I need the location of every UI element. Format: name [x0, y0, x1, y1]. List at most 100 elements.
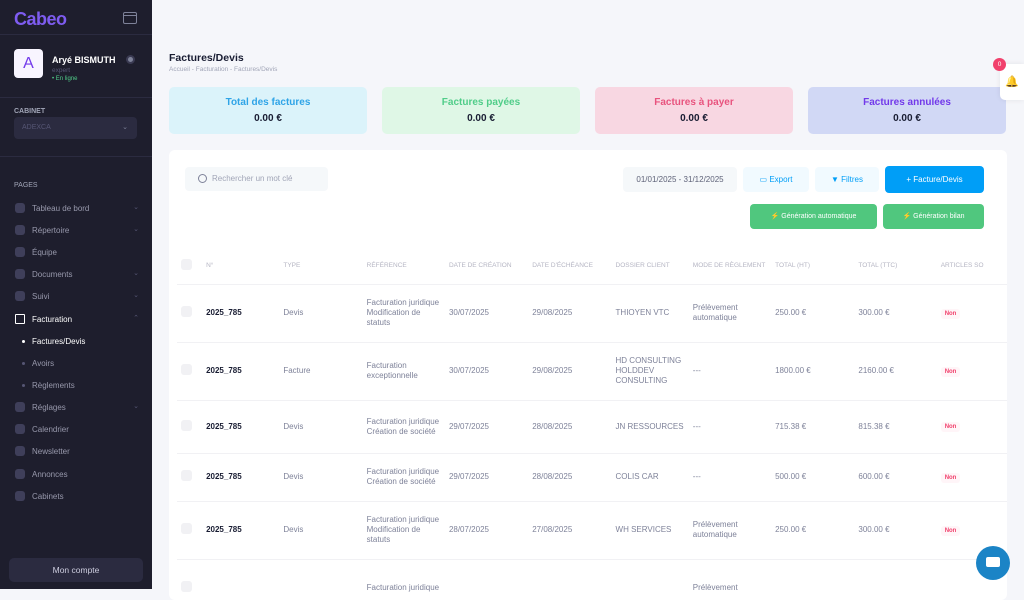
checkbox[interactable]	[181, 419, 192, 431]
checkbox[interactable]	[181, 259, 192, 271]
table-cell: Facturation juridique Modification de st…	[362, 501, 445, 560]
status-badge: Non	[940, 472, 961, 483]
table-cell: WH SERVICES	[611, 501, 689, 560]
checkbox[interactable]	[181, 364, 192, 375]
menu-icon	[15, 247, 25, 257]
logo[interactable]: Cabeo	[14, 9, 67, 29]
checkbox[interactable]	[181, 523, 192, 534]
table-cell[interactable]: 2025_785	[202, 453, 280, 502]
column-header[interactable]: TYPE	[279, 248, 363, 285]
sidebar-item-facturation[interactable]: Facturation ⌃	[0, 311, 152, 327]
checkbox[interactable]	[181, 306, 192, 317]
column-header[interactable]: ARTICLES SO	[936, 248, 1007, 285]
filters-label: Filtres	[841, 175, 863, 184]
sidebar-item-règlements[interactable]: Règlements	[0, 377, 152, 393]
menu-icon	[15, 469, 25, 479]
avatar: A	[14, 49, 43, 78]
sidebar-item-suivi[interactable]: Suivi ⌄	[0, 288, 152, 304]
bullet-icon	[22, 362, 25, 365]
filter-icon: ▼	[831, 175, 842, 184]
my-account-button[interactable]: Mon compte	[9, 558, 143, 582]
status-badge: Non	[940, 308, 961, 319]
card-value: 0.00 €	[254, 113, 282, 124]
toggle-sidebar-icon[interactable]	[123, 12, 137, 24]
sidebar-item-label: Cabinets	[32, 492, 64, 501]
table-row[interactable]: Facturation juridique Prélèvement	[177, 559, 1007, 600]
auto-generation-button[interactable]: ⚡ Génération automatique	[750, 204, 877, 229]
cabinet-select[interactable]: ADEXCA ⌄	[14, 117, 137, 139]
column-header[interactable]: TOTAL (HT)	[771, 248, 855, 285]
bullet-icon	[22, 384, 25, 387]
table-cell: 1800.00 €	[771, 342, 855, 401]
sidebar-item-documents[interactable]: Documents ⌄	[0, 266, 152, 282]
column-header[interactable]: DATE D'ÉCHÉANCE	[528, 248, 612, 285]
articles-cell: Non	[936, 284, 1007, 343]
sidebar-item-label: Suivi	[32, 292, 50, 301]
new-invoice-button[interactable]: + Facture/Devis	[885, 166, 984, 193]
table-row[interactable]: 2025_785 Facture Facturation exceptionnell…	[177, 342, 1007, 401]
table-cell	[444, 559, 529, 600]
column-header[interactable]: RÉFÉRENCE	[362, 248, 445, 285]
table-cell	[611, 559, 689, 600]
column-header[interactable]: DOSSIER CLIENT	[611, 248, 689, 285]
checkbox[interactable]	[181, 581, 192, 592]
header-checkbox[interactable]	[177, 248, 203, 285]
sidebar-item-tableau-de-bord[interactable]: Tableau de bord ⌄	[0, 200, 152, 216]
search-input[interactable]: Rechercher un mot clé	[185, 167, 328, 191]
column-header[interactable]: TOTAL (TTC)	[854, 248, 937, 285]
table-cell: 29/07/2025	[444, 400, 529, 454]
bilan-generation-button[interactable]: ⚡ Génération bilan	[883, 204, 984, 229]
date-range-picker[interactable]: 01/01/2025 - 31/12/2025	[623, 167, 737, 192]
checkbox[interactable]	[181, 470, 192, 481]
notifications-button[interactable]: 🔔	[1000, 64, 1024, 100]
row-checkbox-cell	[177, 453, 203, 502]
table-row[interactable]: 2025_785 Devis Facturation juridique Créat…	[177, 453, 1007, 502]
table-cell[interactable]	[202, 559, 280, 600]
breadcrumb: Accueil - Facturation - Factures/Devis	[169, 66, 278, 73]
export-button[interactable]: ▭ Export	[743, 167, 809, 192]
menu-icon	[15, 291, 25, 301]
table-cell: COLIS CAR	[611, 453, 689, 502]
table-row[interactable]: 2025_785 Devis Facturation juridique Modif…	[177, 501, 1007, 560]
summary-card: Factures payées 0.00 €	[382, 87, 580, 134]
sidebar-item-répertoire[interactable]: Répertoire ⌄	[0, 222, 152, 238]
sidebar-item-newsletter[interactable]: Newsletter	[0, 443, 152, 459]
summary-card: Factures annulées 0.00 €	[808, 87, 1006, 134]
lightning-icon: ⚡	[770, 213, 782, 220]
chat-button[interactable]	[976, 546, 1010, 580]
menu-icon	[15, 269, 25, 279]
row-checkbox-cell	[177, 284, 203, 343]
table-row[interactable]: 2025_785 Devis Facturation juridique Créat…	[177, 400, 1007, 454]
sidebar-item-factures-devis[interactable]: Factures/Devis	[0, 333, 152, 349]
table-row[interactable]: 2025_785 Devis Facturation juridique Modif…	[177, 284, 1007, 343]
divider	[0, 97, 152, 98]
cabinet-value: ADEXCA	[22, 124, 51, 131]
table-cell[interactable]: 2025_785	[202, 400, 280, 454]
row-checkbox-cell	[177, 501, 203, 560]
bilan-generation-label: Génération bilan	[913, 213, 965, 220]
sidebar-item-cabinets[interactable]: Cabinets	[0, 488, 152, 504]
sidebar-item-label: Facturation	[32, 315, 73, 324]
divider	[0, 156, 152, 157]
table-cell[interactable]: 2025_785	[202, 284, 280, 343]
table-cell: 28/08/2025	[528, 400, 612, 454]
table-cell: 300.00 €	[854, 501, 937, 560]
table-cell: 30/07/2025	[444, 342, 529, 401]
sidebar-item-calendrier[interactable]: Calendrier	[0, 421, 152, 437]
chevron-down-icon: ⌄	[133, 226, 139, 233]
sidebar-item-avoirs[interactable]: Avoirs	[0, 355, 152, 371]
column-header[interactable]: MODE DE RÈGLEMENT	[688, 248, 772, 285]
chevron-down-icon: ⌄	[133, 292, 139, 299]
table-cell: Devis	[279, 400, 363, 454]
table-cell	[528, 559, 612, 600]
sidebar-item-réglages[interactable]: Réglages ⌄	[0, 399, 152, 415]
gear-icon[interactable]	[126, 55, 135, 64]
menu-icon	[15, 203, 25, 213]
sidebar-item-annonces[interactable]: Annonces	[0, 466, 152, 482]
column-header[interactable]: N°	[202, 248, 280, 285]
column-header[interactable]: DATE DE CRÉATION	[444, 248, 529, 285]
sidebar-item-équipe[interactable]: Équipe	[0, 244, 152, 260]
table-cell[interactable]: 2025_785	[202, 501, 280, 560]
table-cell[interactable]: 2025_785	[202, 342, 280, 401]
filters-button[interactable]: ▼ Filtres	[815, 167, 879, 192]
